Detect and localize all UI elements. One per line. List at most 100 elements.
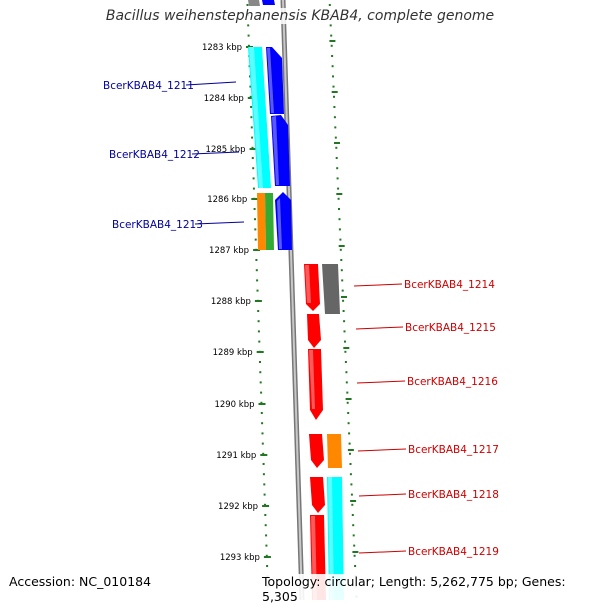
genome-backbone-highlight [282,0,303,600]
gene-1218-cyan-shade [328,477,334,600]
minor-tick [340,269,343,272]
gene-label-right: BcerKBAB4_1215 [405,322,496,334]
minor-tick [330,44,333,47]
minor-tick [261,442,264,445]
minor-tick [346,401,349,404]
minor-tick [257,330,260,333]
gene-label-right: BcerKBAB4_1217 [408,444,499,456]
minor-tick [259,361,261,363]
gene-1213-orange [257,193,266,250]
gene-1211-1212-cyan [248,47,271,188]
major-tick [347,449,354,451]
kbp-label: 1284 kbp [204,94,244,104]
minor-tick [348,442,351,445]
kbp-label: 1289 kbp [213,348,253,358]
minor-tick [332,75,334,78]
minor-tick [250,116,253,119]
major-tick [262,505,270,507]
minor-tick [265,544,268,547]
gene-label-connector [356,380,406,384]
minor-tick [252,167,255,170]
minor-tick [250,106,253,108]
minor-tick [342,310,345,312]
gene-1218-cyan [327,477,344,600]
minor-tick [257,320,260,323]
minor-tick [262,463,265,465]
minor-tick [339,248,342,251]
minor-tick [334,126,337,129]
genome-summary-text: Topology: circular; Length: 5,262,775 bp… [260,574,600,604]
minor-tick [337,197,340,200]
minor-tick [338,228,341,231]
kbp-label: 1290 kbp [214,400,254,410]
gene-label-connector [194,221,245,225]
minor-tick [251,157,254,159]
major-tick [334,142,340,144]
gene-fragment-top [248,0,260,6]
minor-tick [338,208,340,210]
minor-tick [351,514,354,516]
minor-tick [349,452,351,455]
major-tick [247,97,255,99]
minor-tick [249,95,252,98]
gene-1216-red [308,349,323,420]
minor-tick [266,565,269,567]
kbp-label: 1283 kbp [202,43,242,53]
gene-1214-gray [322,264,340,314]
minor-tick [255,269,258,272]
minor-tick [265,554,268,557]
kbp-label: 1292 kbp [218,502,258,512]
minor-tick [338,218,341,221]
minor-tick [256,289,259,292]
minor-tick [343,320,346,323]
gene-1214-red-shade [305,265,311,303]
minor-tick [262,452,265,455]
gene-blue-arrow-shade [267,48,274,113]
minor-tick [252,187,255,190]
minor-tick [331,65,334,68]
minor-tick [255,259,258,261]
map-title: Bacillus weihenstephanensis KBAB4, compl… [0,8,600,24]
minor-tick [252,177,255,180]
minor-tick [341,289,344,292]
gene-label-right: BcerKBAB4_1218 [408,489,499,501]
minor-tick [247,24,250,27]
minor-tick [334,136,337,139]
major-tick [350,500,357,502]
gene-label-left: BcerKBAB4_1212 [109,149,200,161]
minor-tick [257,310,260,312]
minor-tick [261,432,264,435]
minor-tick [341,279,344,282]
minor-tick [335,146,338,149]
minor-tick [265,534,268,537]
minor-tick [343,330,346,333]
minor-tick [253,208,256,210]
minor-tick [254,228,257,231]
minor-tick [344,361,347,363]
gene-label-right: BcerKBAB4_1214 [404,279,495,291]
minor-tick [250,126,253,129]
kbp-label: 1291 kbp [216,451,256,461]
minor-tick [342,299,345,302]
minor-tick [259,371,262,374]
minor-tick [247,34,250,37]
minor-tick [346,391,349,394]
minor-tick [251,136,254,139]
gene-blue-arrow [266,47,284,114]
minor-tick [264,524,267,527]
major-tick [254,300,262,302]
minor-tick [349,473,352,476]
minor-tick [256,279,259,282]
minor-tick [247,44,250,47]
minor-tick [329,24,332,27]
minor-tick [353,544,356,547]
major-tick [256,351,264,353]
minor-tick [249,85,252,88]
gene-label-connector [191,151,240,155]
minor-tick [260,391,263,394]
minor-tick [339,238,342,241]
minor-tick [249,75,251,78]
major-tick [263,556,271,558]
gene-1215-red [307,314,321,348]
minor-tick [263,483,266,486]
